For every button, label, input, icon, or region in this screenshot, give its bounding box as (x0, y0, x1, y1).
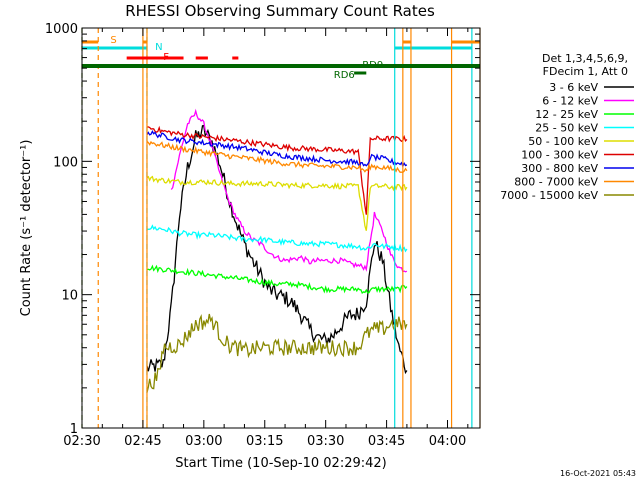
legend-label: 25 - 50 keV (535, 122, 598, 135)
series-line-9 (146, 313, 408, 393)
legend-header-line: FDecim 1, Att 0 (543, 65, 628, 78)
plot-frame (81, 27, 481, 429)
timestamp: 16-Oct-2021 05:43 (560, 469, 636, 478)
y-axis-label: Count Rate (s⁻¹ detector⁻¹) (19, 140, 34, 317)
series-layer (146, 108, 408, 393)
series-line-7 (146, 130, 408, 168)
legend-label: 3 - 6 keV (549, 81, 598, 94)
legend-header-line: Det 1,3,4,5,6,9, (542, 52, 628, 65)
annotation-layer: S NF RD9 RD6 (81, 28, 481, 428)
legend-label: 100 - 300 keV (521, 149, 598, 162)
series-line-8 (146, 140, 408, 174)
legend-label: 7000 - 15000 keV (500, 189, 598, 202)
x-tick-label: 04:00 (429, 434, 466, 449)
legend-label: 300 - 800 keV (521, 162, 598, 175)
annotation-label-rd9: RD9 (362, 60, 383, 71)
x-tick-label: 02:30 (63, 434, 100, 449)
x-axis-label: Start Time (10-Sep-10 02:29:42) (175, 456, 386, 471)
x-tick-label: 03:15 (246, 434, 283, 449)
y-tick-label: 1000 (45, 22, 78, 37)
series-line-3 (146, 264, 408, 295)
y-tick-label: 100 (53, 155, 78, 170)
x-tick-label: 03:00 (185, 434, 222, 449)
tick-layer: 02:30 02:45 03:00 03:15 03:30 03:45 04:00 1 10 10… (45, 22, 480, 449)
x-tick-label: 03:30 (307, 434, 344, 449)
x-tick-label: 03:45 (368, 434, 405, 449)
series-line-2 (170, 108, 408, 273)
y-tick-label: 1 (70, 422, 78, 437)
annotation-label-rd6: RD6 (334, 70, 355, 81)
legend-label: 50 - 100 keV (528, 135, 598, 148)
legend-label: 12 - 25 keV (535, 108, 598, 121)
chart-title: RHESSI Observing Summary Count Rates (125, 2, 435, 20)
series-line-4 (146, 224, 408, 253)
annotation-label-f: F (163, 52, 169, 63)
y-tick-label: 10 (61, 289, 78, 304)
legend-label: 800 - 7000 keV (514, 176, 598, 189)
legend-label: 6 - 12 keV (542, 95, 598, 108)
annotation-label-s: S (110, 35, 116, 46)
series-line-5 (146, 175, 408, 231)
x-tick-label: 02:45 (124, 434, 161, 449)
legend: Det 1,3,4,5,6,9,FDecim 1, Att 0 3 - 6 keV… (500, 52, 634, 202)
series-line-1 (146, 124, 408, 375)
annotation-label-n: N (155, 42, 162, 53)
